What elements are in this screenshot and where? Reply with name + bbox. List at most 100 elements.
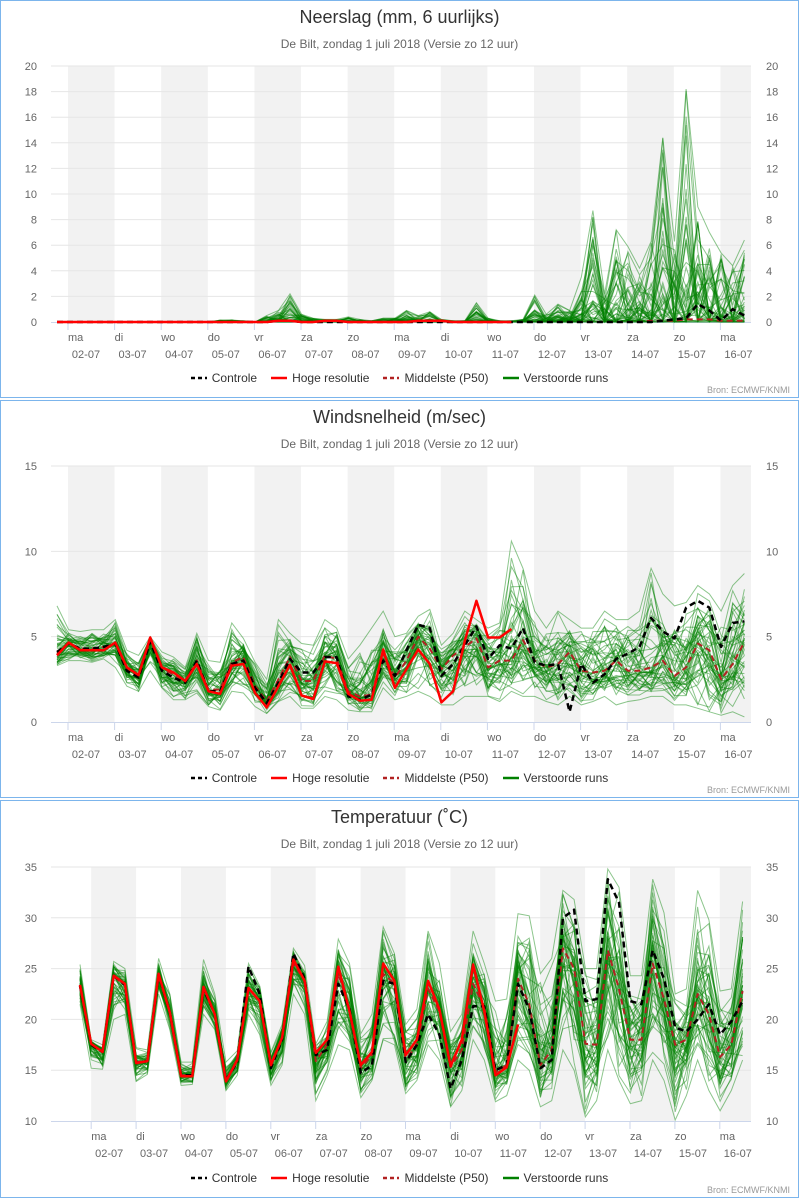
y-tick-label-left: 8 xyxy=(31,215,37,227)
x-tick-date: 12-07 xyxy=(538,749,566,761)
legend-verstoorde-runs[interactable]: Verstoorde runs xyxy=(502,771,608,785)
legend-line-icon xyxy=(190,1176,207,1180)
legend-label: Controle xyxy=(211,1171,258,1185)
y-tick-label-right: 25 xyxy=(766,964,778,976)
chart-source: Bron: ECMWF/KNMI xyxy=(706,785,790,795)
legend-label: Hoge resolutie xyxy=(292,771,370,785)
ensemble-member-line xyxy=(56,597,745,702)
x-tick-day: za xyxy=(627,732,640,744)
y-tick-label-right: 15 xyxy=(766,461,778,473)
ensemble-member-line xyxy=(56,619,745,707)
x-tick-date: 08-07 xyxy=(352,349,380,361)
x-tick-day: wo xyxy=(486,332,501,344)
ensemble-member-line xyxy=(56,642,745,712)
legend-label: Hoge resolutie xyxy=(292,371,370,385)
chart-legend: Controle Hoge resolutie Middelste (P50) Ver… xyxy=(1,1171,798,1185)
hoge-resolutie-line xyxy=(57,319,512,324)
day-band xyxy=(719,867,751,1121)
legend-label: Middelste (P50) xyxy=(404,771,489,785)
y-tick-label-left: 6 xyxy=(31,240,37,252)
chart-legend: Controle Hoge resolutie Middelste (P50) Ver… xyxy=(1,371,798,385)
ensemble-member-line xyxy=(56,565,745,702)
ensemble-member-line xyxy=(56,648,745,715)
y-tick-label-right: 10 xyxy=(766,1116,778,1128)
y-tick-label-left: 16 xyxy=(25,112,37,124)
x-tick-date: 02-07 xyxy=(72,749,100,761)
ensemble-member-line xyxy=(56,643,745,709)
chart-plot: 10 10 15 15 20 20 25 25 30 30 35 35 ma 02-07 di 03-07 wo… xyxy=(25,862,779,1160)
y-tick-label-left: 20 xyxy=(25,1014,37,1026)
y-tick-label-right: 20 xyxy=(766,1014,778,1026)
legend-label: Verstoorde runs xyxy=(523,1171,609,1185)
legend-controle[interactable]: Controle xyxy=(190,371,257,385)
x-tick-day: za xyxy=(627,332,640,344)
x-tick-date: 07-07 xyxy=(305,749,333,761)
x-tick-date: 07-07 xyxy=(320,1148,348,1160)
x-tick-date: 13-07 xyxy=(585,749,613,761)
ensemble-member-line xyxy=(79,918,744,1080)
day-band xyxy=(627,466,674,722)
x-tick-date: 05-07 xyxy=(212,749,240,761)
ensemble-member-line xyxy=(79,932,744,1080)
y-tick-label-left: 15 xyxy=(25,1065,37,1077)
y-tick-label-left: 12 xyxy=(25,163,37,175)
x-tick-date: 09-07 xyxy=(398,349,426,361)
day-band xyxy=(450,867,496,1121)
y-tick-label-left: 25 xyxy=(25,964,37,976)
x-tick-day: di xyxy=(441,332,450,344)
x-tick-day: di xyxy=(136,1131,145,1143)
y-tick-label-right: 30 xyxy=(766,913,778,925)
legend-p50[interactable]: Middelste (P50) xyxy=(383,1171,489,1185)
x-tick-date: 05-07 xyxy=(230,1148,258,1160)
hoge-resolutie-line xyxy=(78,958,520,1083)
legend-hoge-resolutie[interactable]: Hoge resolutie xyxy=(271,771,369,785)
x-tick-day: ma xyxy=(720,732,736,744)
day-band xyxy=(534,466,581,722)
ensemble-member-line xyxy=(56,624,745,706)
ensemble-member-line xyxy=(56,629,745,702)
x-tick-day: ma xyxy=(68,332,84,344)
legend-verstoorde-runs[interactable]: Verstoorde runs xyxy=(502,1171,609,1185)
y-tick-label-right: 0 xyxy=(766,717,772,729)
legend-p50[interactable]: Middelste (P50) xyxy=(383,771,489,785)
y-tick-label-left: 20 xyxy=(25,61,37,73)
ensemble-member-line xyxy=(79,953,744,1097)
ensemble-member-line xyxy=(79,978,744,1116)
x-tick-day: zo xyxy=(348,332,360,344)
ensemble-member-line xyxy=(56,606,745,702)
legend-hoge-resolutie[interactable]: Hoge resolutie xyxy=(271,1171,369,1185)
chart-source: Bron: ECMWF/KNMI xyxy=(706,385,790,395)
legend-controle[interactable]: Controle xyxy=(190,771,257,785)
ensemble-member-line xyxy=(79,961,744,1096)
ensemble-member-line xyxy=(79,945,744,1087)
ensemble-member-line xyxy=(56,634,745,709)
ensemble-member-line xyxy=(79,899,744,1081)
ensemble-member-line xyxy=(56,606,745,699)
ensemble-member-line xyxy=(79,867,744,1064)
x-tick-day: vr xyxy=(581,332,591,344)
y-tick-label-left: 0 xyxy=(31,317,37,329)
legend-controle[interactable]: Controle xyxy=(190,1171,258,1185)
x-tick-date: 03-07 xyxy=(119,749,147,761)
chart-panel: 0 0 2 2 4 4 6 6 8 8 10 10 12 12 14 14 16 16 18 18 20 20 ma 02-0… xyxy=(0,0,799,398)
x-tick-date: 02-07 xyxy=(72,349,100,361)
x-tick-day: zo xyxy=(674,332,686,344)
x-tick-date: 10-07 xyxy=(445,349,473,361)
chart-panel: 0 0 5 5 10 10 15 15 ma 02-07 di 03-07 wo 04-07 do 05-07… xyxy=(0,400,799,798)
chart-plot: 0 0 5 5 10 10 15 15 ma 02-07 di 03-07 wo 04-07 do 05-07… xyxy=(25,461,779,761)
legend-verstoorde-runs[interactable]: Verstoorde runs xyxy=(502,371,608,385)
x-tick-date: 11-07 xyxy=(492,749,519,761)
ensemble-member-line xyxy=(79,965,744,1110)
legend-p50[interactable]: Middelste (P50) xyxy=(383,371,489,385)
ensemble-member-line xyxy=(79,949,744,1098)
x-tick-date: 04-07 xyxy=(165,349,193,361)
chart-title: Windsnelheid (m/sec) xyxy=(312,407,487,427)
x-tick-date: 02-07 xyxy=(95,1148,123,1160)
y-tick-label-left: 10 xyxy=(25,189,37,201)
ensemble-member-line xyxy=(56,589,745,691)
y-tick-label-left: 2 xyxy=(31,291,37,303)
legend-hoge-resolutie[interactable]: Hoge resolutie xyxy=(271,371,369,385)
ensemble-member-line xyxy=(56,557,745,701)
ensemble-member-line xyxy=(56,614,745,701)
day-band xyxy=(440,466,488,722)
